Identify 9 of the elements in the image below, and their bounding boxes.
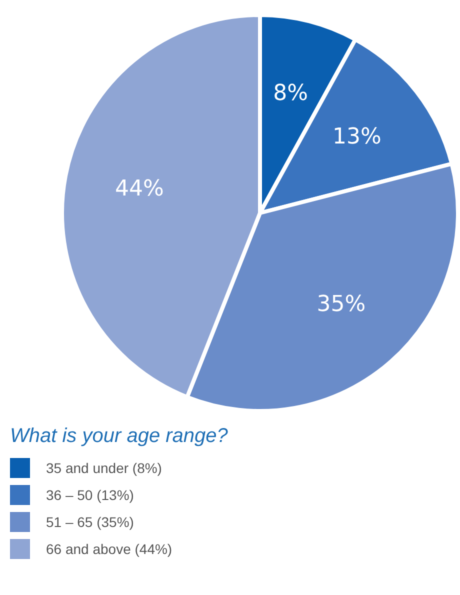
legend-label: 51 – 65 (35%) [46, 514, 134, 530]
legend-title: What is your age range? [10, 425, 228, 448]
legend-label: 36 – 50 (13%) [46, 486, 134, 502]
data-label: 13% [332, 124, 382, 150]
data-label: 8% [273, 80, 308, 106]
data-label: 44% [114, 176, 164, 202]
legend-label: 66 and above (44%) [46, 540, 172, 556]
legend-label: 35 and under (8%) [46, 460, 162, 476]
data-label: 35% [316, 292, 366, 317]
